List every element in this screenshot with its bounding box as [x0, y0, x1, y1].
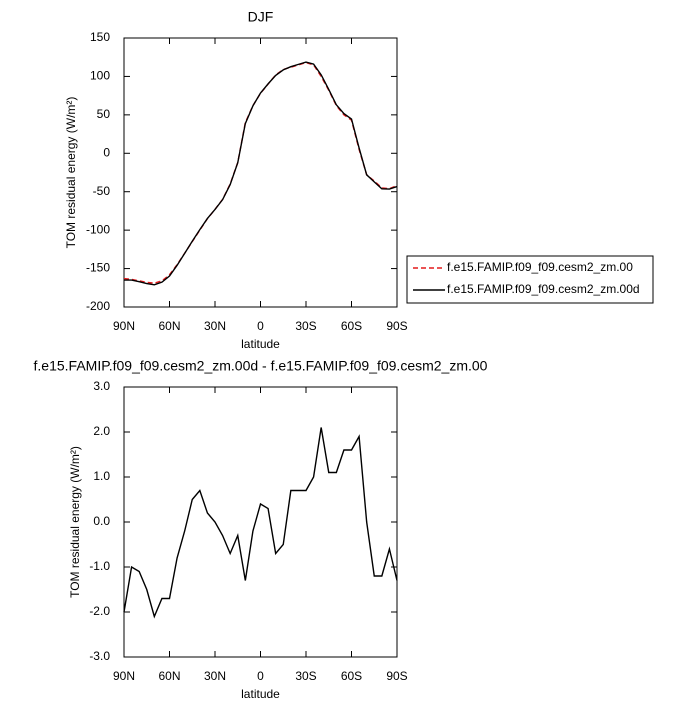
legend-box — [406, 255, 654, 304]
x-axis-label: latitude — [241, 337, 280, 351]
x-tick-label: 60S — [341, 669, 362, 683]
x-tick-label: 60N — [158, 669, 180, 683]
plot-frame — [123, 37, 398, 308]
x-tick-label: 30S — [295, 319, 316, 333]
y-tick-label: -2.0 — [89, 604, 110, 618]
y-tick-label: -3.0 — [89, 649, 110, 663]
x-tick-label: 30N — [204, 319, 226, 333]
x-tick-label: 90N — [113, 669, 135, 683]
x-tick-label: 60N — [158, 319, 180, 333]
data-line — [123, 61, 398, 284]
y-tick-label: 0.0 — [93, 514, 110, 528]
y-tick-label: -200 — [86, 299, 110, 313]
x-tick-label: 90S — [386, 319, 407, 333]
x-tick-label: 0 — [257, 319, 264, 333]
x-tick-label: 30N — [204, 669, 226, 683]
y-axis-label: TOM residual energy (W/m²) — [68, 446, 82, 598]
y-tick-label: 3.0 — [93, 379, 110, 393]
y-tick-label: -1.0 — [89, 559, 110, 573]
x-axis-label: latitude — [241, 687, 280, 701]
x-tick-label: 60S — [341, 319, 362, 333]
y-tick-label: -150 — [86, 261, 110, 275]
legend-label: f.e15.FAMIP.f09_f09.cesm2_zm.00 — [447, 260, 633, 274]
y-axis-label: TOM residual energy (W/m²) — [64, 97, 78, 249]
y-tick-label: 100 — [90, 69, 110, 83]
x-tick-label: 0 — [257, 669, 264, 683]
y-tick-label: 0 — [103, 145, 110, 159]
legend-label: f.e15.FAMIP.f09_f09.cesm2_zm.00d — [447, 282, 640, 296]
y-tick-label: 150 — [90, 30, 110, 44]
y-tick-label: 1.0 — [93, 469, 110, 483]
x-tick-label: 90S — [386, 669, 407, 683]
data-line — [123, 427, 398, 619]
chart-title: DJF — [248, 9, 274, 25]
x-tick-label: 30S — [295, 669, 316, 683]
y-tick-label: 50 — [97, 107, 111, 121]
y-tick-label: -50 — [93, 184, 111, 198]
y-tick-label: -100 — [86, 222, 110, 236]
y-tick-label: 2.0 — [93, 424, 110, 438]
data-line — [124, 61, 398, 286]
plot-frame — [123, 386, 398, 658]
chart-title: f.e15.FAMIP.f09_f09.cesm2_zm.00d - f.e15… — [34, 358, 488, 374]
x-tick-label: 90N — [113, 319, 135, 333]
